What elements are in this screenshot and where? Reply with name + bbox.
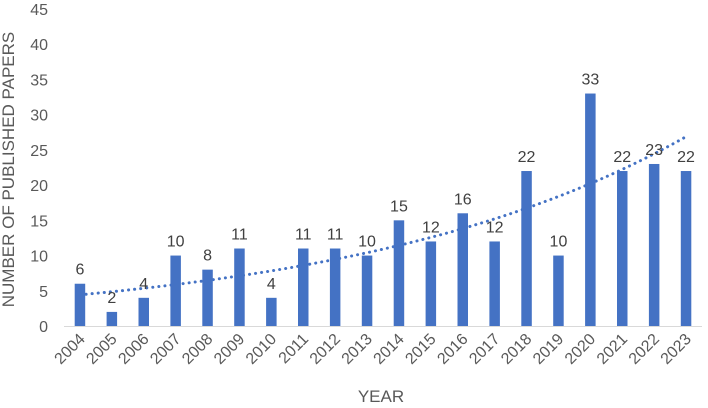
x-tick-label: 2008 — [179, 331, 216, 368]
x-tick-label: 2016 — [434, 331, 471, 368]
x-tick-label: 2018 — [498, 331, 535, 368]
y-tick-label: 10 — [30, 249, 48, 266]
bar — [266, 297, 277, 326]
x-tick-label: 2005 — [83, 331, 120, 368]
x-tick-label: 2010 — [243, 331, 280, 368]
x-axis-ticks: 2004200520062007200820092010201120122013… — [52, 331, 695, 368]
x-tick-label: 2007 — [147, 331, 184, 368]
x-tick-label: 2006 — [115, 331, 152, 368]
trendline — [78, 135, 688, 297]
x-tick-label: 2014 — [371, 331, 408, 368]
data-label: 2 — [107, 290, 116, 307]
bar — [617, 171, 628, 326]
data-label: 22 — [677, 149, 695, 166]
bar — [329, 248, 341, 326]
x-tick-label: 2021 — [594, 331, 631, 368]
x-tick-label: 2022 — [626, 331, 663, 368]
bar — [553, 255, 564, 326]
x-tick-label: 2013 — [339, 331, 376, 368]
y-tick-label: 5 — [39, 284, 48, 301]
y-tick-label: 25 — [30, 143, 48, 160]
data-label: 22 — [613, 149, 631, 166]
data-label: 23 — [645, 142, 663, 159]
y-tick-label: 45 — [30, 2, 48, 19]
data-label: 8 — [203, 248, 212, 265]
data-label: 12 — [486, 219, 504, 236]
x-tick-label: 2004 — [52, 331, 89, 368]
bar — [489, 241, 500, 326]
x-tick-label: 2017 — [466, 331, 503, 368]
x-tick-label: 2009 — [211, 331, 248, 368]
y-tick-label: 20 — [30, 178, 48, 195]
x-tick-label: 2011 — [276, 331, 312, 367]
bar — [521, 171, 532, 326]
data-label: 33 — [581, 72, 599, 89]
data-labels: 6 2 4 10 8 11 4 11 11 10 15 12 16 12 22 10 33 22 23 22 — [75, 72, 695, 307]
x-tick-label: 2015 — [402, 331, 439, 368]
data-label: 12 — [422, 219, 440, 236]
x-axis-title: YEAR — [358, 387, 404, 406]
data-label: 10 — [358, 234, 376, 251]
y-tick-label: 30 — [30, 108, 48, 125]
y-tick-label: 0 — [39, 319, 48, 336]
bars — [74, 93, 692, 327]
bar — [680, 171, 692, 326]
bar — [457, 213, 468, 326]
x-tick-label: 2012 — [307, 331, 344, 368]
bar — [234, 248, 245, 326]
data-label: 6 — [75, 262, 84, 279]
data-label: 11 — [295, 227, 312, 244]
bar — [106, 311, 118, 326]
data-label: 11 — [231, 227, 248, 244]
bar — [138, 297, 149, 326]
y-axis-ticks: 0 5 10 15 20 25 30 35 40 45 — [30, 2, 48, 336]
data-label: 22 — [518, 149, 536, 166]
data-label: 10 — [167, 234, 185, 251]
data-label: 16 — [454, 191, 472, 208]
y-tick-label: 35 — [30, 72, 48, 89]
bar — [585, 93, 596, 327]
bar — [361, 255, 373, 326]
data-label: 4 — [267, 276, 276, 293]
bar — [202, 269, 213, 326]
data-label: 15 — [390, 198, 408, 215]
y-tick-label: 40 — [30, 37, 48, 54]
x-tick-label: 2023 — [658, 331, 695, 368]
bar — [425, 241, 437, 326]
data-label: 10 — [550, 234, 568, 251]
bar — [74, 283, 86, 326]
bar — [170, 255, 181, 326]
x-tick-label: 2020 — [562, 331, 599, 368]
bar — [298, 248, 309, 326]
y-tick-label: 15 — [30, 213, 48, 230]
y-axis-title: NUMBER OF PUBLISHED PAPERS — [0, 32, 18, 308]
data-label: 4 — [139, 276, 148, 293]
bar — [648, 163, 660, 326]
bar — [393, 220, 405, 326]
data-label: 11 — [327, 227, 344, 244]
x-tick-label: 2019 — [530, 331, 567, 368]
